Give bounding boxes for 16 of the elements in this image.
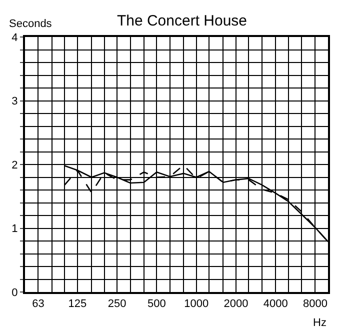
x-tick-label: 2000 [224,298,248,310]
y-tick-label: 4 [12,32,18,44]
y-tick-label: 0 [12,286,18,299]
x-tick-label: 1000 [184,298,209,310]
x-tick-label: 63 [32,298,44,310]
x-tick-label: 8000 [303,298,328,310]
x-tick-label: 125 [68,298,87,310]
x-tick-label: 4000 [263,298,288,310]
x-axis-title: Hz [313,317,326,329]
y-tick-label: 2 [12,159,18,172]
x-tick-label: 250 [108,298,126,310]
chart-title: The Concert House [116,12,248,30]
y-tick-label: 3 [12,96,18,108]
y-tick-label: 1 [12,223,18,236]
y-axis-title: Seconds [9,18,52,30]
x-tick-label: 500 [148,298,166,310]
